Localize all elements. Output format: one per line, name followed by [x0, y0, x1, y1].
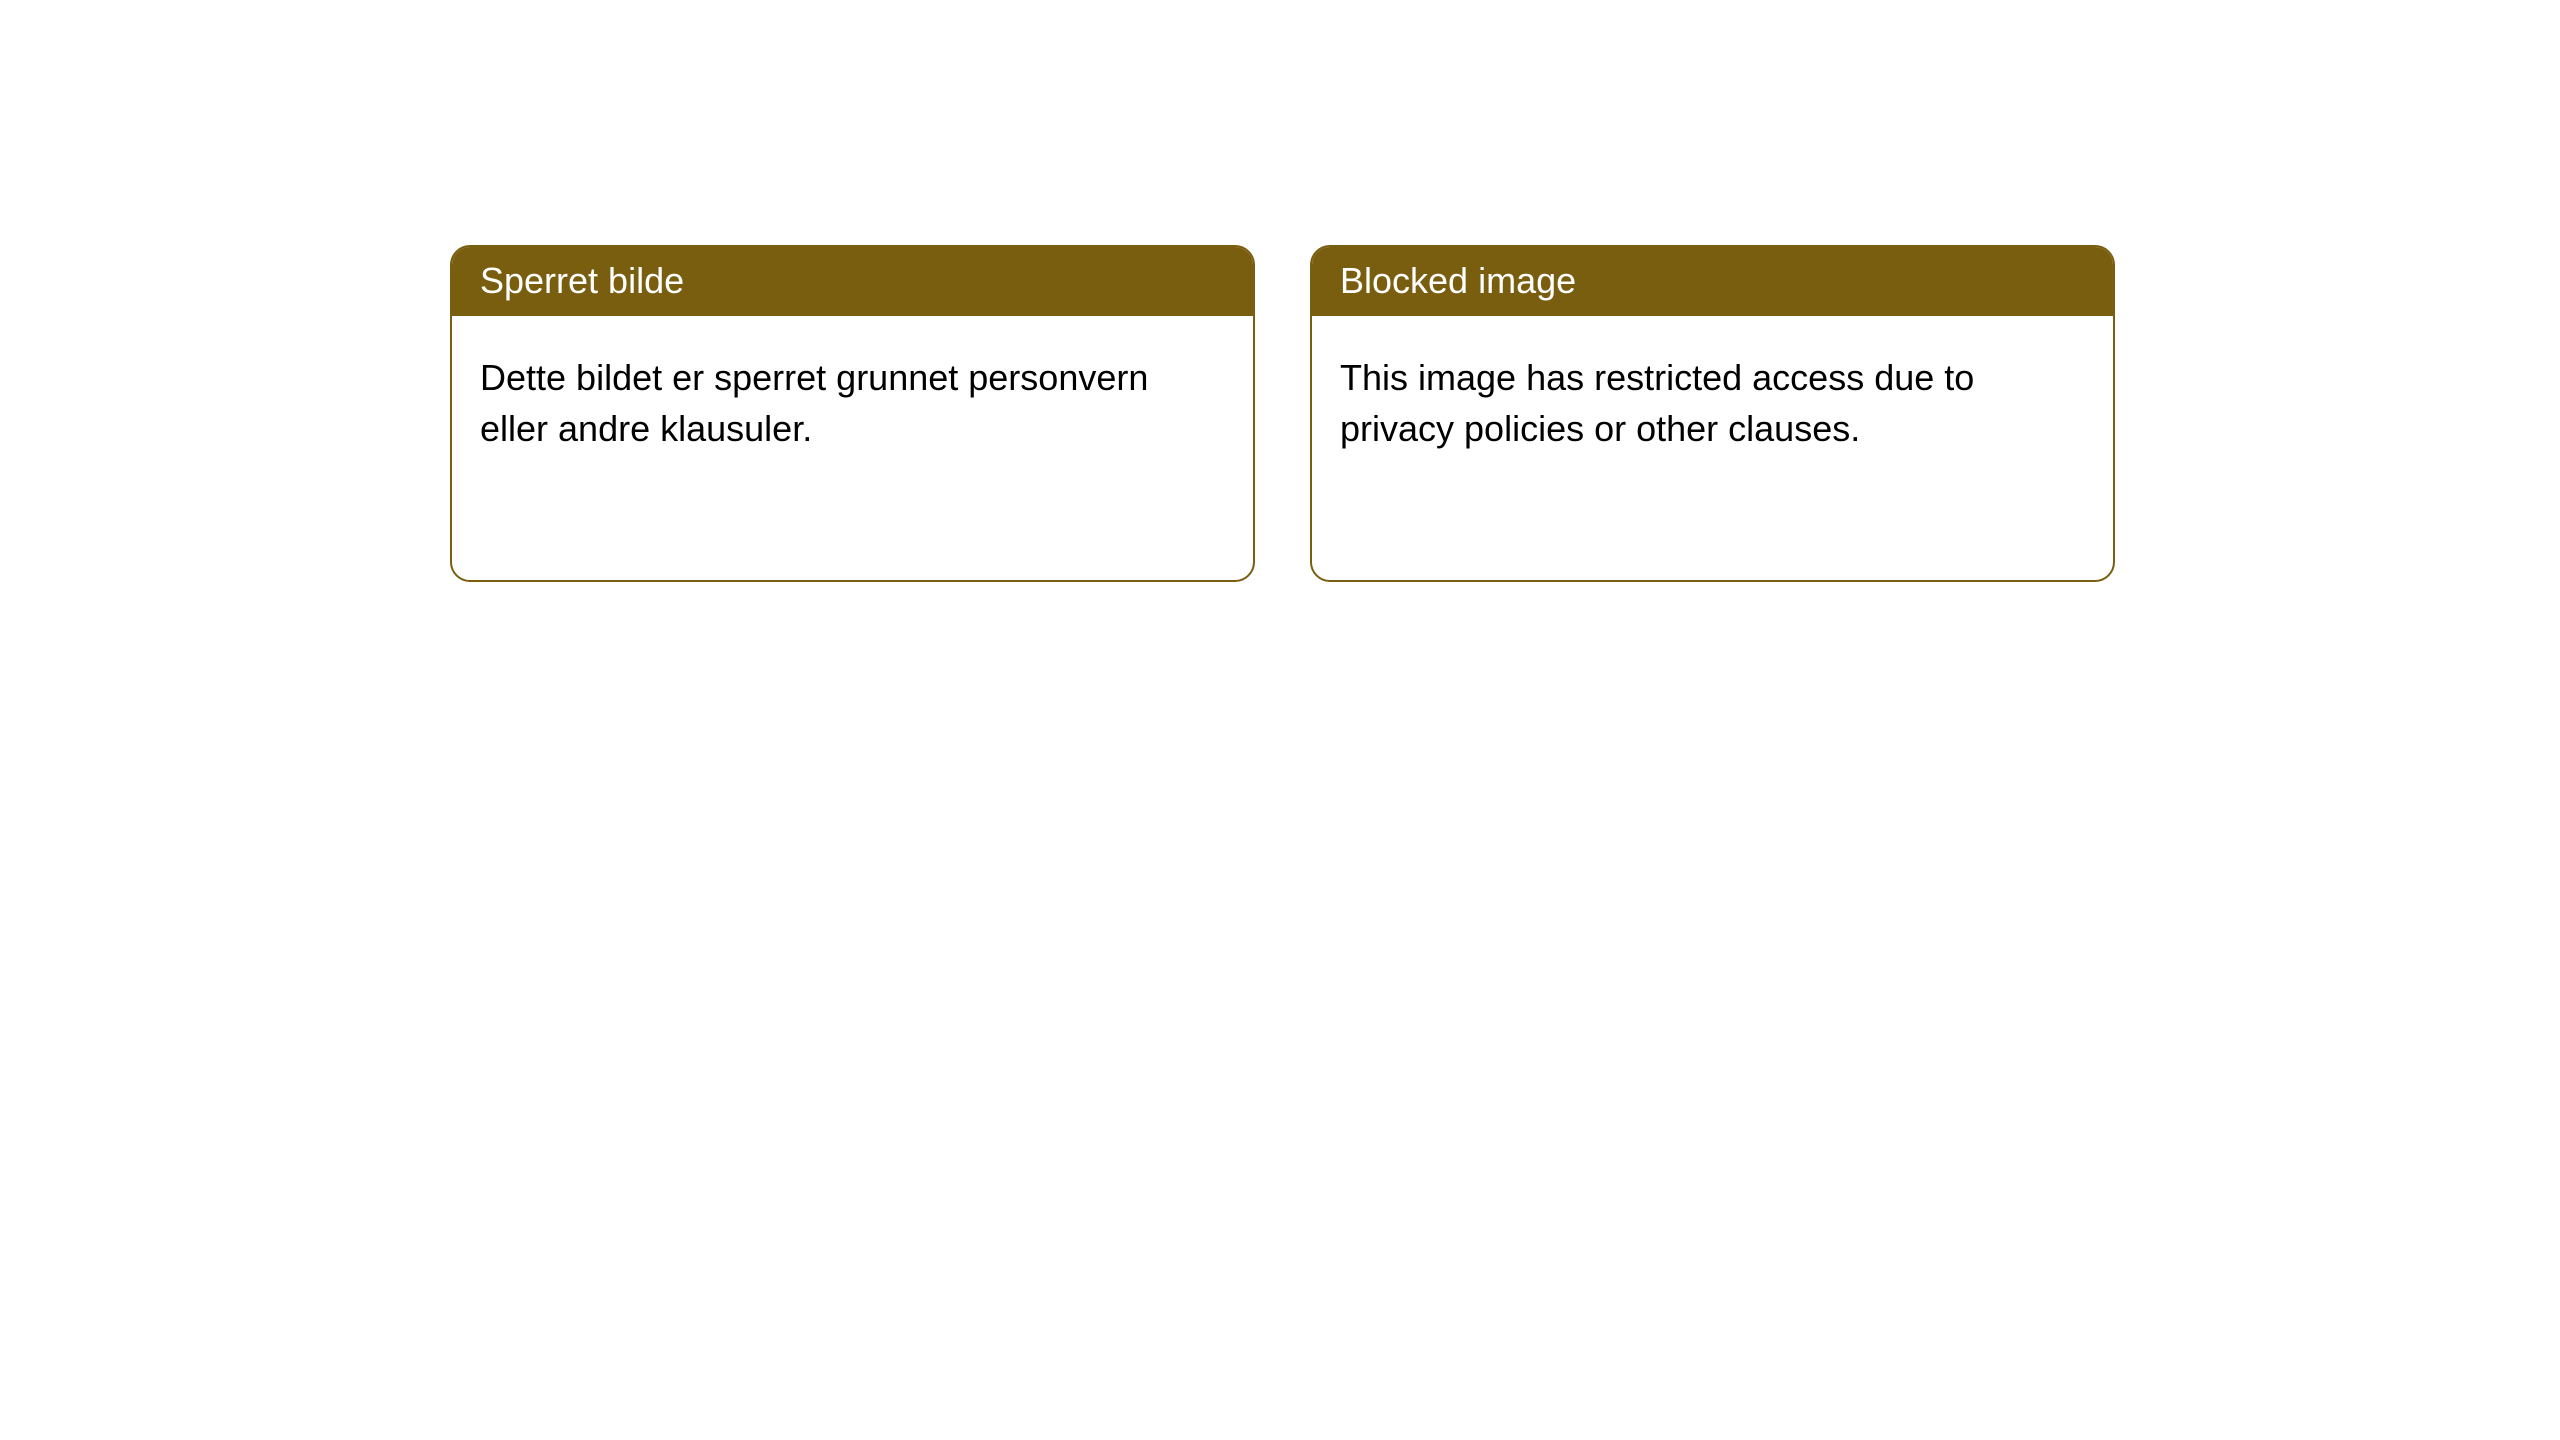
notice-card-norwegian: Sperret bilde Dette bildet er sperret gr…	[450, 245, 1255, 582]
notice-title-norwegian: Sperret bilde	[452, 247, 1253, 316]
notice-body-english: This image has restricted access due to …	[1312, 316, 2113, 482]
notice-card-english: Blocked image This image has restricted …	[1310, 245, 2115, 582]
notice-title-english: Blocked image	[1312, 247, 2113, 316]
notice-body-norwegian: Dette bildet er sperret grunnet personve…	[452, 316, 1253, 482]
notice-container: Sperret bilde Dette bildet er sperret gr…	[450, 245, 2115, 582]
